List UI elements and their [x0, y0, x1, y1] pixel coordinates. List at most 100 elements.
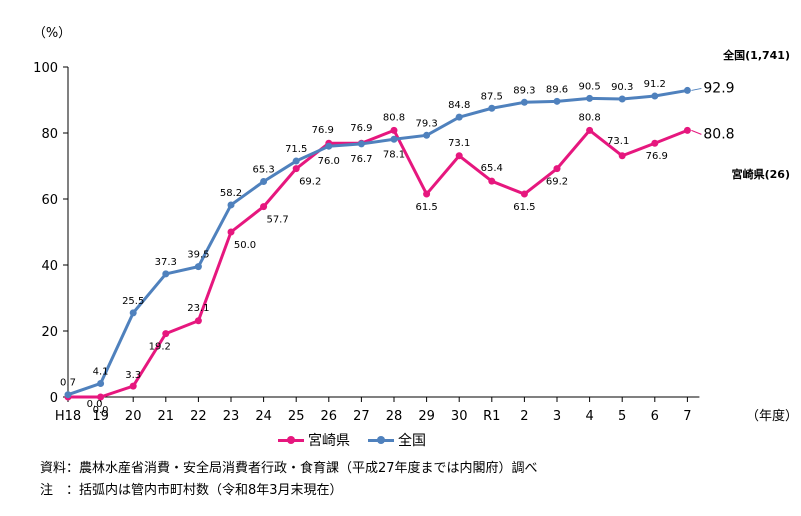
- data-point: [227, 201, 235, 209]
- data-point: [455, 152, 463, 160]
- y-tick-label: 40: [41, 259, 58, 274]
- data-label-national: 58.2: [220, 188, 242, 199]
- data-point: [390, 135, 398, 143]
- data-label-miyazaki: 73.1: [448, 138, 470, 149]
- data-label-national: 89.3: [513, 85, 535, 96]
- x-tick-label: 24: [255, 409, 272, 424]
- x-tick-label: 4: [585, 409, 593, 424]
- data-point: [64, 391, 72, 399]
- data-point: [520, 98, 528, 106]
- x-tick-label: 19: [92, 409, 109, 424]
- x-tick-label: 20: [125, 409, 142, 424]
- data-point: [357, 140, 365, 148]
- series-line-1: [67, 88, 688, 397]
- series-tag-national: 全国(1,741): [722, 48, 790, 62]
- x-tick-label: 3: [553, 409, 561, 424]
- data-label-national: 37.3: [155, 257, 177, 268]
- data-point: [683, 126, 691, 134]
- data-point: [488, 104, 496, 112]
- data-point: [260, 178, 268, 186]
- data-label-miyazaki: 3.3: [125, 370, 141, 381]
- data-label-national: 0.7: [60, 378, 76, 389]
- series-line-0: [68, 128, 688, 399]
- data-point: [129, 309, 137, 317]
- data-point: [488, 177, 496, 185]
- legend-label-miyazaki: 宮崎県: [308, 433, 350, 449]
- data-point: [586, 94, 594, 102]
- data-point: [423, 131, 431, 139]
- legend: 宮崎県 全国: [278, 430, 426, 450]
- end-value-miyazaki: 80.8: [703, 126, 734, 142]
- data-label-national: 39.5: [187, 250, 209, 261]
- end-leader-national: [691, 87, 702, 91]
- data-point: [618, 95, 626, 103]
- data-label-national: 90.5: [578, 81, 600, 92]
- data-point: [586, 126, 594, 134]
- data-point: [227, 228, 235, 236]
- data-label-miyazaki: 76.9: [646, 151, 668, 162]
- data-label-national: 76.0: [318, 156, 340, 167]
- data-label-miyazaki: 76.9: [350, 123, 372, 134]
- data-label-miyazaki: 61.5: [415, 202, 437, 213]
- data-point: [520, 190, 528, 198]
- x-tick-label: H18: [55, 409, 81, 424]
- legend-item-national: 全国: [368, 430, 426, 450]
- data-label-miyazaki: 80.8: [578, 112, 600, 123]
- data-label-miyazaki: 76.9: [312, 125, 334, 136]
- data-label-national: 89.6: [546, 84, 568, 95]
- x-tick-label: R1: [483, 409, 500, 424]
- x-tick-label: 28: [386, 409, 403, 424]
- data-label-national: 84.8: [448, 100, 470, 111]
- data-point: [390, 126, 398, 134]
- x-tick-label: 27: [353, 409, 370, 424]
- data-point: [292, 157, 300, 165]
- data-point: [129, 382, 137, 390]
- x-axis-unit-label: （年度）: [746, 408, 798, 424]
- x-tick-label: 21: [158, 409, 175, 424]
- data-label-national: 76.7: [350, 154, 372, 165]
- data-label-national: 71.5: [285, 144, 307, 155]
- data-label-national: 79.3: [415, 118, 437, 129]
- data-point: [683, 86, 691, 94]
- data-point: [194, 317, 202, 325]
- data-point: [162, 270, 170, 278]
- legend-swatch-miyazaki: [278, 434, 304, 446]
- data-label-miyazaki: 69.2: [546, 177, 568, 188]
- end-leader-miyazaki: [691, 129, 702, 135]
- data-label-miyazaki: 19.2: [149, 342, 171, 353]
- x-tick-label: 22: [190, 409, 207, 424]
- data-label-national: 65.3: [252, 165, 274, 176]
- data-label-national: 90.3: [611, 82, 633, 93]
- x-tick-label: 30: [451, 409, 468, 424]
- footnote: 注 ：括弧内は管内市町村数（令和8年3月末現在）: [40, 483, 343, 498]
- y-axis-unit-label: （%）: [33, 26, 71, 41]
- data-point: [455, 113, 463, 121]
- end-value-national: 92.9: [703, 80, 734, 96]
- data-point: [651, 139, 659, 147]
- data-point: [97, 393, 105, 401]
- legend-label-national: 全国: [398, 433, 426, 449]
- data-point: [423, 190, 431, 198]
- data-point: [162, 330, 170, 338]
- data-point: [292, 165, 300, 173]
- data-label-national: 4.1: [93, 366, 109, 377]
- series-tag-miyazaki: 宮崎県(26): [732, 167, 790, 181]
- data-label-miyazaki: 80.8: [383, 112, 405, 123]
- x-tick-label: 5: [618, 409, 626, 424]
- data-label-miyazaki: 65.4: [481, 163, 503, 174]
- y-tick-label: 80: [41, 127, 58, 142]
- data-label-miyazaki: 61.5: [513, 202, 535, 213]
- data-label-miyazaki: 50.0: [234, 240, 256, 251]
- data-label-miyazaki-extra: 0.0: [87, 399, 103, 410]
- data-label-national: 25.5: [122, 296, 144, 307]
- x-tick-label: 26: [321, 409, 338, 424]
- data-point: [553, 97, 561, 105]
- data-point: [618, 152, 626, 160]
- data-label-national: 91.2: [644, 79, 666, 90]
- data-point: [260, 203, 268, 211]
- data-point: [97, 379, 105, 387]
- x-tick-label: 29: [418, 409, 435, 424]
- data-point: [553, 165, 561, 173]
- x-tick-label: 7: [683, 409, 691, 424]
